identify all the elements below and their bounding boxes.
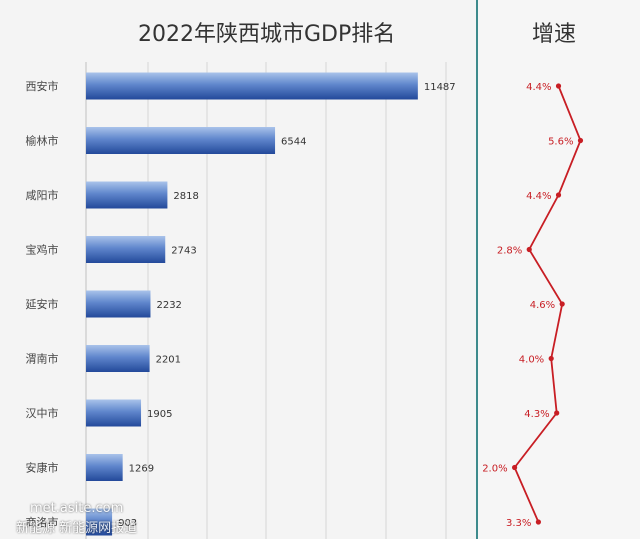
- gdp-value-label: 11487: [424, 82, 456, 93]
- growth-chart-title: 增速: [532, 22, 577, 47]
- growth-value-label: 3.3%: [506, 518, 531, 529]
- gdp-chart-title: 2022年陕西城市GDP排名: [138, 22, 396, 47]
- growth-point: [577, 137, 584, 144]
- gdp-bar: [86, 345, 150, 372]
- gdp-bar: [86, 127, 276, 154]
- bar-layer: 西安市 11487 榆林市 6544 咸阳市 2818 宝鸡市 2743 延安市 2232 渭南市 2…: [26, 72, 456, 536]
- growth-point: [535, 519, 541, 525]
- category-label: 商洛市: [26, 515, 59, 529]
- gdp-bar: [86, 508, 113, 536]
- gdp-bar: [86, 72, 418, 100]
- category-label: 渭南市: [26, 352, 59, 366]
- growth-value-label: 5.6%: [548, 137, 573, 148]
- gdp-value-label: 2743: [171, 246, 196, 257]
- category-label: 西安市: [26, 79, 59, 93]
- growth-value-label: 4.0%: [519, 355, 544, 366]
- growth-value-label: 4.3%: [524, 409, 549, 420]
- category-label: 安康市: [26, 461, 59, 475]
- growth-value-label: 2.0%: [482, 464, 507, 475]
- growth-point: [554, 410, 560, 416]
- gdp-bar: [86, 290, 151, 318]
- growth-value-label: 2.8%: [497, 246, 522, 257]
- category-label: 汉中市: [26, 406, 59, 420]
- gdp-value-label: 903: [118, 518, 137, 529]
- panel-divider: [476, 0, 478, 539]
- category-label: 咸阳市: [26, 188, 59, 202]
- gdp-bar: [86, 236, 166, 263]
- gdp-value-label: 1269: [129, 464, 154, 475]
- growth-point: [559, 301, 565, 307]
- growth-panel: [478, 0, 640, 539]
- gdp-bar: [86, 399, 142, 427]
- watermark-line-1: met.asite.com: [30, 501, 124, 516]
- gdp-value-label: 2201: [156, 355, 181, 366]
- gdp-bar: [86, 454, 123, 481]
- gdp-value-label: 1905: [147, 409, 172, 420]
- growth-point: [548, 355, 554, 362]
- growth-value-label: 4.6%: [530, 300, 555, 311]
- growth-value-label: 4.4%: [526, 191, 551, 202]
- category-label: 榆林市: [26, 134, 59, 148]
- growth-point: [555, 83, 562, 89]
- gdp-value-label: 6544: [281, 137, 306, 148]
- growth-line-layer: 4.4% 5.6% 4.4% 2.8% 4.6% 4.0% 4.3% 2.0% 3.3%: [482, 82, 584, 529]
- watermark-line-2: 新能源 新能源网报道: [16, 521, 138, 536]
- growth-point: [555, 192, 562, 198]
- gdp-bar: [86, 181, 168, 209]
- watermark: met.asite.com 新能源 新能源网报道: [0, 499, 240, 539]
- growth-point: [511, 464, 518, 471]
- category-label: 延安市: [26, 297, 59, 311]
- gdp-value-label: 2818: [173, 191, 198, 202]
- category-label: 宝鸡市: [26, 243, 59, 257]
- gdp-value-label: 2232: [156, 300, 181, 311]
- growth-value-label: 4.4%: [526, 82, 551, 93]
- growth-point: [526, 246, 532, 253]
